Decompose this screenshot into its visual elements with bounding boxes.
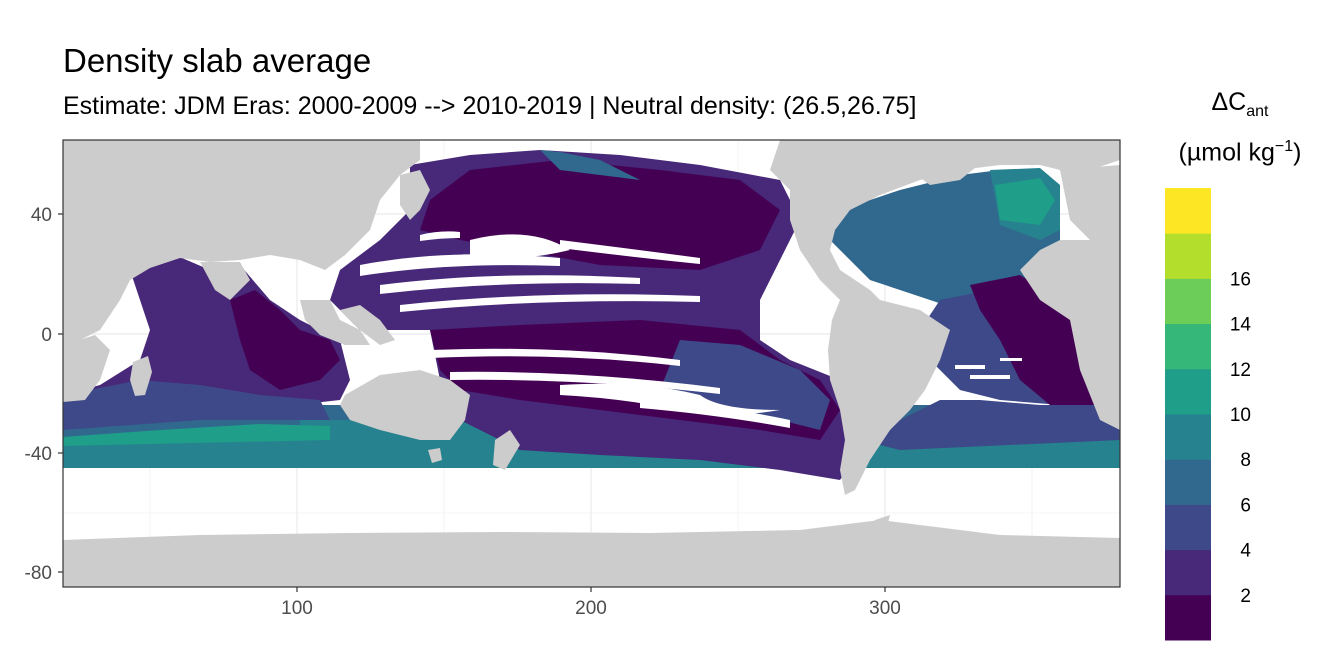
legend-tick-label: 4 [1240,541,1251,562]
atlantic-nodata-specks [955,358,1022,379]
legend-color-step [1165,278,1211,325]
legend-color-step [1165,233,1211,279]
legend-color-step [1165,188,1211,234]
legend-tick-label: 8 [1240,450,1251,471]
legend-color-step [1165,594,1211,641]
map-subtitle: Estimate: JDM Eras: 2000-2009 --> 2010-2… [63,92,917,120]
legend-color-step [1165,323,1211,370]
legend-tick-label: 12 [1230,360,1251,381]
map-panel [63,140,1120,587]
map-title: Density slab average [63,42,372,79]
land-masses [63,140,1120,587]
legend-tick-label: 2 [1240,586,1251,607]
legend-color-step [1165,368,1211,415]
legend-tick-label: 16 [1230,269,1251,290]
legend-color-step [1165,549,1211,596]
y-tick-label-40: 40 [31,205,52,226]
pacific-nodata-streaks [360,231,790,428]
legend-units: (µmol kg−1) [1178,138,1302,167]
legend-tick-label: 10 [1230,405,1251,426]
legend-color-step [1165,459,1211,505]
x-tick-label-100: 100 [281,598,313,619]
legend-title: ΔCant [1211,88,1269,120]
x-axis [296,587,886,592]
y-tick-label-neg40: -40 [25,444,52,465]
x-tick-label-300: 300 [869,598,901,619]
legend-color-step [1165,504,1211,551]
legend-tick-label: 14 [1230,315,1252,336]
legend-color-step [1165,414,1211,460]
y-tick-label-neg80: -80 [25,563,52,584]
legend-ticks: 2 4 6 8 10 12 14 16 [1230,269,1252,606]
y-tick-label-0: 0 [41,325,52,346]
legend-tick-label: 6 [1240,495,1251,516]
x-tick-label-200: 200 [575,598,607,619]
y-axis [58,213,63,573]
legend-colorbar [1165,188,1211,641]
